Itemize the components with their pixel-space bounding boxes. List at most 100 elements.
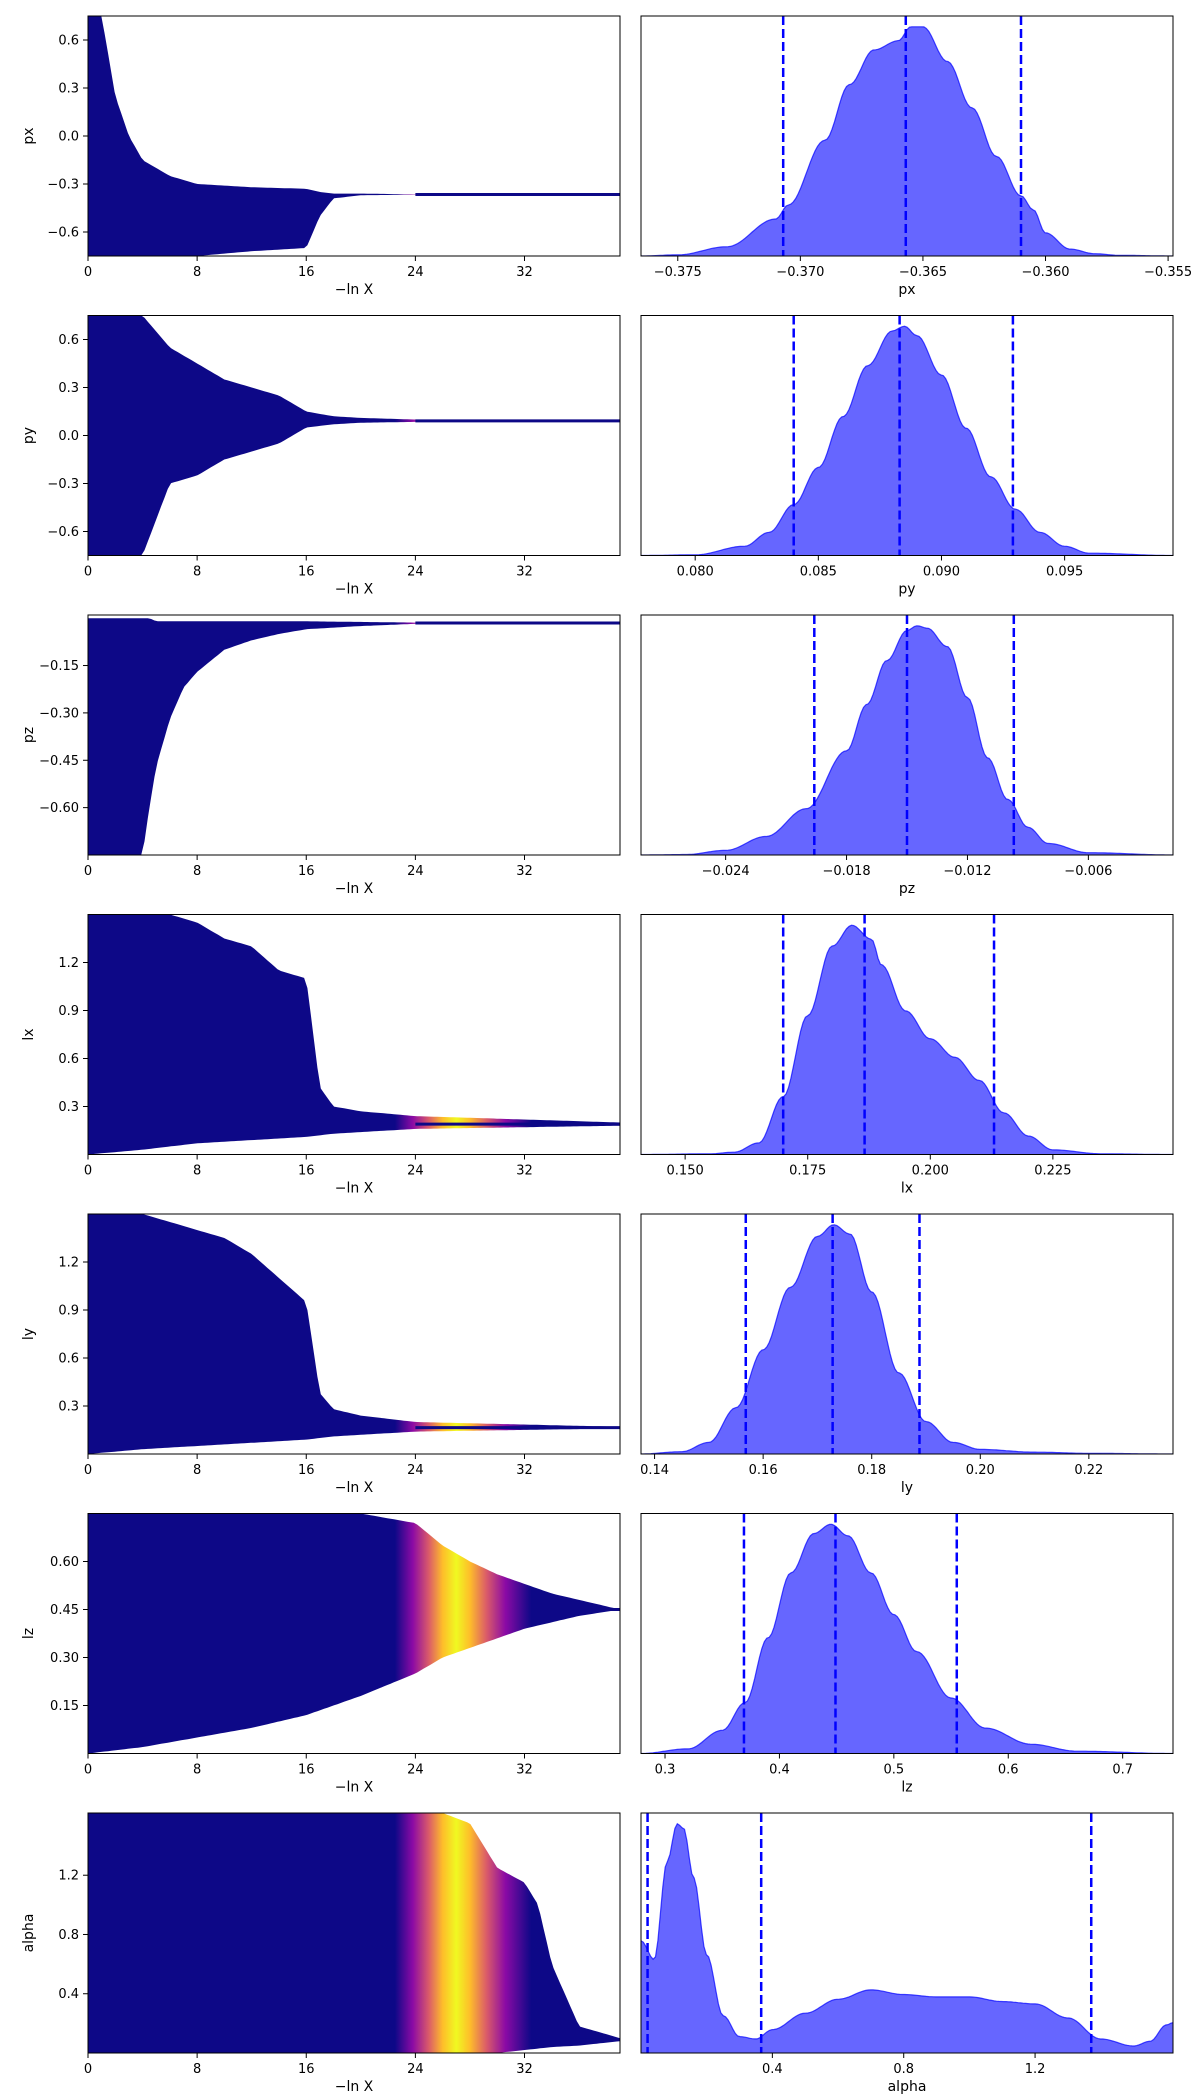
x-tick-label: 32	[516, 565, 533, 580]
posterior-outline-lx	[641, 924, 1173, 1155]
y-tick-label: 0.8	[58, 1928, 79, 1943]
posterior-outline-py	[641, 325, 1173, 556]
x-axis-label: −ln X	[335, 881, 374, 897]
y-axis-label: px	[21, 127, 37, 144]
y-tick-label: −0.60	[39, 801, 79, 816]
y-tick-label: 0.15	[50, 1699, 79, 1714]
x-axis-label: alpha	[888, 2079, 927, 2095]
x-tick-label: 16	[298, 1763, 315, 1778]
posterior-outline-ly	[641, 1224, 1173, 1454]
trace-samples-lz	[88, 1513, 620, 1754]
trace-samples-py	[88, 315, 620, 556]
x-tick-label: 24	[407, 864, 424, 879]
x-tick-label: 32	[516, 1164, 533, 1179]
x-tick-label: 0	[84, 2062, 92, 2077]
x-tick-label: 8	[193, 1763, 201, 1778]
y-tick-label: −0.6	[47, 525, 79, 540]
y-axis-label: lx	[21, 1028, 37, 1040]
trace-samples-px	[88, 16, 620, 256]
x-tick-label: 0	[84, 864, 92, 879]
y-tick-label: 0.4	[58, 1987, 79, 2002]
y-tick-label: 0.3	[58, 1400, 79, 1415]
x-tick-label: 0.080	[677, 565, 714, 580]
x-tick-label: 0	[84, 565, 92, 580]
y-tick-label: −0.3	[47, 178, 79, 193]
y-tick-label: −0.45	[39, 754, 79, 769]
posterior-panel-ly: 0.14 0.16 0.18 0.20 0.22 ly	[640, 1213, 1174, 1496]
posterior-panel-alpha: 0.4 0.8 1.2 alpha	[640, 1812, 1174, 2095]
trace-axes-alpha	[87, 1812, 621, 2054]
x-axis-label: −ln X	[335, 282, 374, 298]
x-tick-label: −0.365	[899, 265, 947, 280]
posterior-axes-px	[640, 15, 1174, 257]
x-tick-label: −0.370	[776, 265, 824, 280]
posterior-density-ly	[641, 1224, 1173, 1454]
x-tick-label: 16	[298, 864, 315, 879]
y-tick-label: 0.30	[50, 1651, 79, 1666]
x-tick-label: −0.012	[943, 864, 991, 879]
x-axis-label: pz	[899, 881, 915, 897]
trace-panel-pz: −0.15 −0.30 −0.45 −0.60 pz 0 8 16 24 32 −ln X	[21, 614, 621, 897]
x-tick-label: 0.7	[1112, 1763, 1133, 1778]
y-tick-label: 0.9	[58, 1004, 79, 1019]
x-axis-label: −ln X	[335, 1181, 374, 1197]
x-tick-label: 0	[84, 1763, 92, 1778]
x-tick-label: 0.175	[789, 1164, 826, 1179]
x-tick-label: 0.4	[762, 2062, 783, 2077]
y-tick-label: 1.2	[58, 1869, 79, 1884]
x-tick-label: 0.22	[1074, 1463, 1103, 1478]
x-tick-label: 0	[84, 1164, 92, 1179]
posterior-panel-lx: 0.150 0.175 0.200 0.225 lx	[640, 914, 1174, 1197]
trace-samples-lx	[88, 914, 620, 1155]
posterior-density-lz	[641, 1524, 1173, 1754]
y-tick-label: 0.6	[58, 333, 79, 348]
trace-samples-alpha	[88, 1813, 620, 2053]
x-tick-label: 16	[298, 2062, 315, 2077]
posterior-axes-ly	[640, 1213, 1174, 1455]
x-tick-label: 0.090	[923, 565, 960, 580]
trace-panel-alpha: 1.2 0.8 0.4 alpha 0 8 16 24 32 −ln X	[21, 1812, 621, 2095]
x-axis-label: lx	[901, 1181, 913, 1197]
x-tick-label: 0.150	[667, 1164, 704, 1179]
y-tick-label: 0.0	[58, 130, 79, 145]
x-tick-label: 0	[84, 265, 92, 280]
posterior-outline-alpha	[641, 1822, 1173, 2047]
y-axis-label: py	[21, 427, 37, 444]
y-tick-label: 1.2	[58, 956, 79, 971]
x-tick-label: 24	[407, 1463, 424, 1478]
posterior-axes-lx	[640, 914, 1174, 1155]
x-tick-label: 0.085	[800, 565, 837, 580]
x-axis-label: −ln X	[335, 1780, 374, 1796]
x-tick-label: 32	[516, 265, 533, 280]
y-axis-label: pz	[21, 727, 37, 743]
x-tick-label: 0	[84, 1463, 92, 1478]
y-tick-label: 0.3	[58, 1100, 79, 1115]
y-tick-label: −0.6	[47, 226, 79, 241]
x-tick-label: 0.16	[749, 1463, 778, 1478]
x-axis-label: −ln X	[335, 582, 374, 598]
posterior-outline-lz	[641, 1523, 1173, 1754]
x-tick-label: 0.225	[1034, 1164, 1071, 1179]
posterior-density-lx	[641, 925, 1173, 1155]
trace-panel-lx: 1.2 0.9 0.6 0.3 lx 0 8 16 24 32 −ln X	[21, 914, 621, 1197]
trace-axes-lx	[87, 914, 621, 1155]
x-tick-label: 1.2	[1025, 2062, 1046, 2077]
x-tick-label: 32	[516, 1763, 533, 1778]
x-tick-label: 16	[298, 265, 315, 280]
y-tick-label: 0.6	[58, 1052, 79, 1067]
x-tick-label: −0.006	[1064, 864, 1112, 879]
y-tick-label: −0.15	[39, 659, 79, 674]
x-axis-label: ly	[901, 1480, 913, 1496]
x-tick-label: 24	[407, 1763, 424, 1778]
y-axis-label: alpha	[21, 1914, 37, 1953]
posterior-axes-pz	[640, 614, 1174, 856]
x-tick-label: −0.024	[702, 864, 750, 879]
trace-samples-ly	[88, 1214, 620, 1454]
y-tick-label: −0.30	[39, 706, 79, 721]
x-tick-label: 8	[193, 265, 201, 280]
x-tick-label: 24	[407, 1164, 424, 1179]
x-tick-label: 32	[516, 1463, 533, 1478]
trace-panel-px: 0.6 0.3 0.0 −0.3 −0.6 px 0 8 16 24 32 −ln X	[21, 15, 621, 298]
x-tick-label: −0.375	[654, 265, 702, 280]
